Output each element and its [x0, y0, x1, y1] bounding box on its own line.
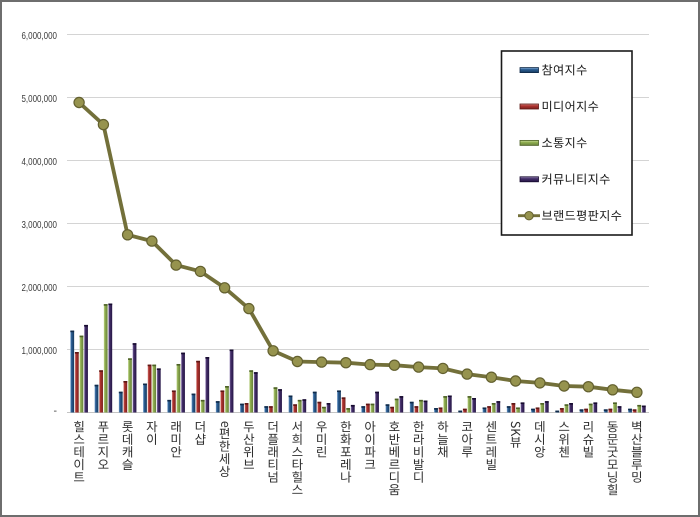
svg-text:1,000,000: 1,000,000	[22, 345, 58, 357]
svg-text:6,000,000: 6,000,000	[22, 30, 58, 42]
svg-text:2,000,000: 2,000,000	[22, 282, 58, 294]
svg-text:-: -	[54, 405, 58, 417]
svg-text:4,000,000: 4,000,000	[22, 156, 58, 168]
svg-text:3,000,000: 3,000,000	[22, 219, 58, 231]
svg-text:5,000,000: 5,000,000	[22, 93, 58, 105]
